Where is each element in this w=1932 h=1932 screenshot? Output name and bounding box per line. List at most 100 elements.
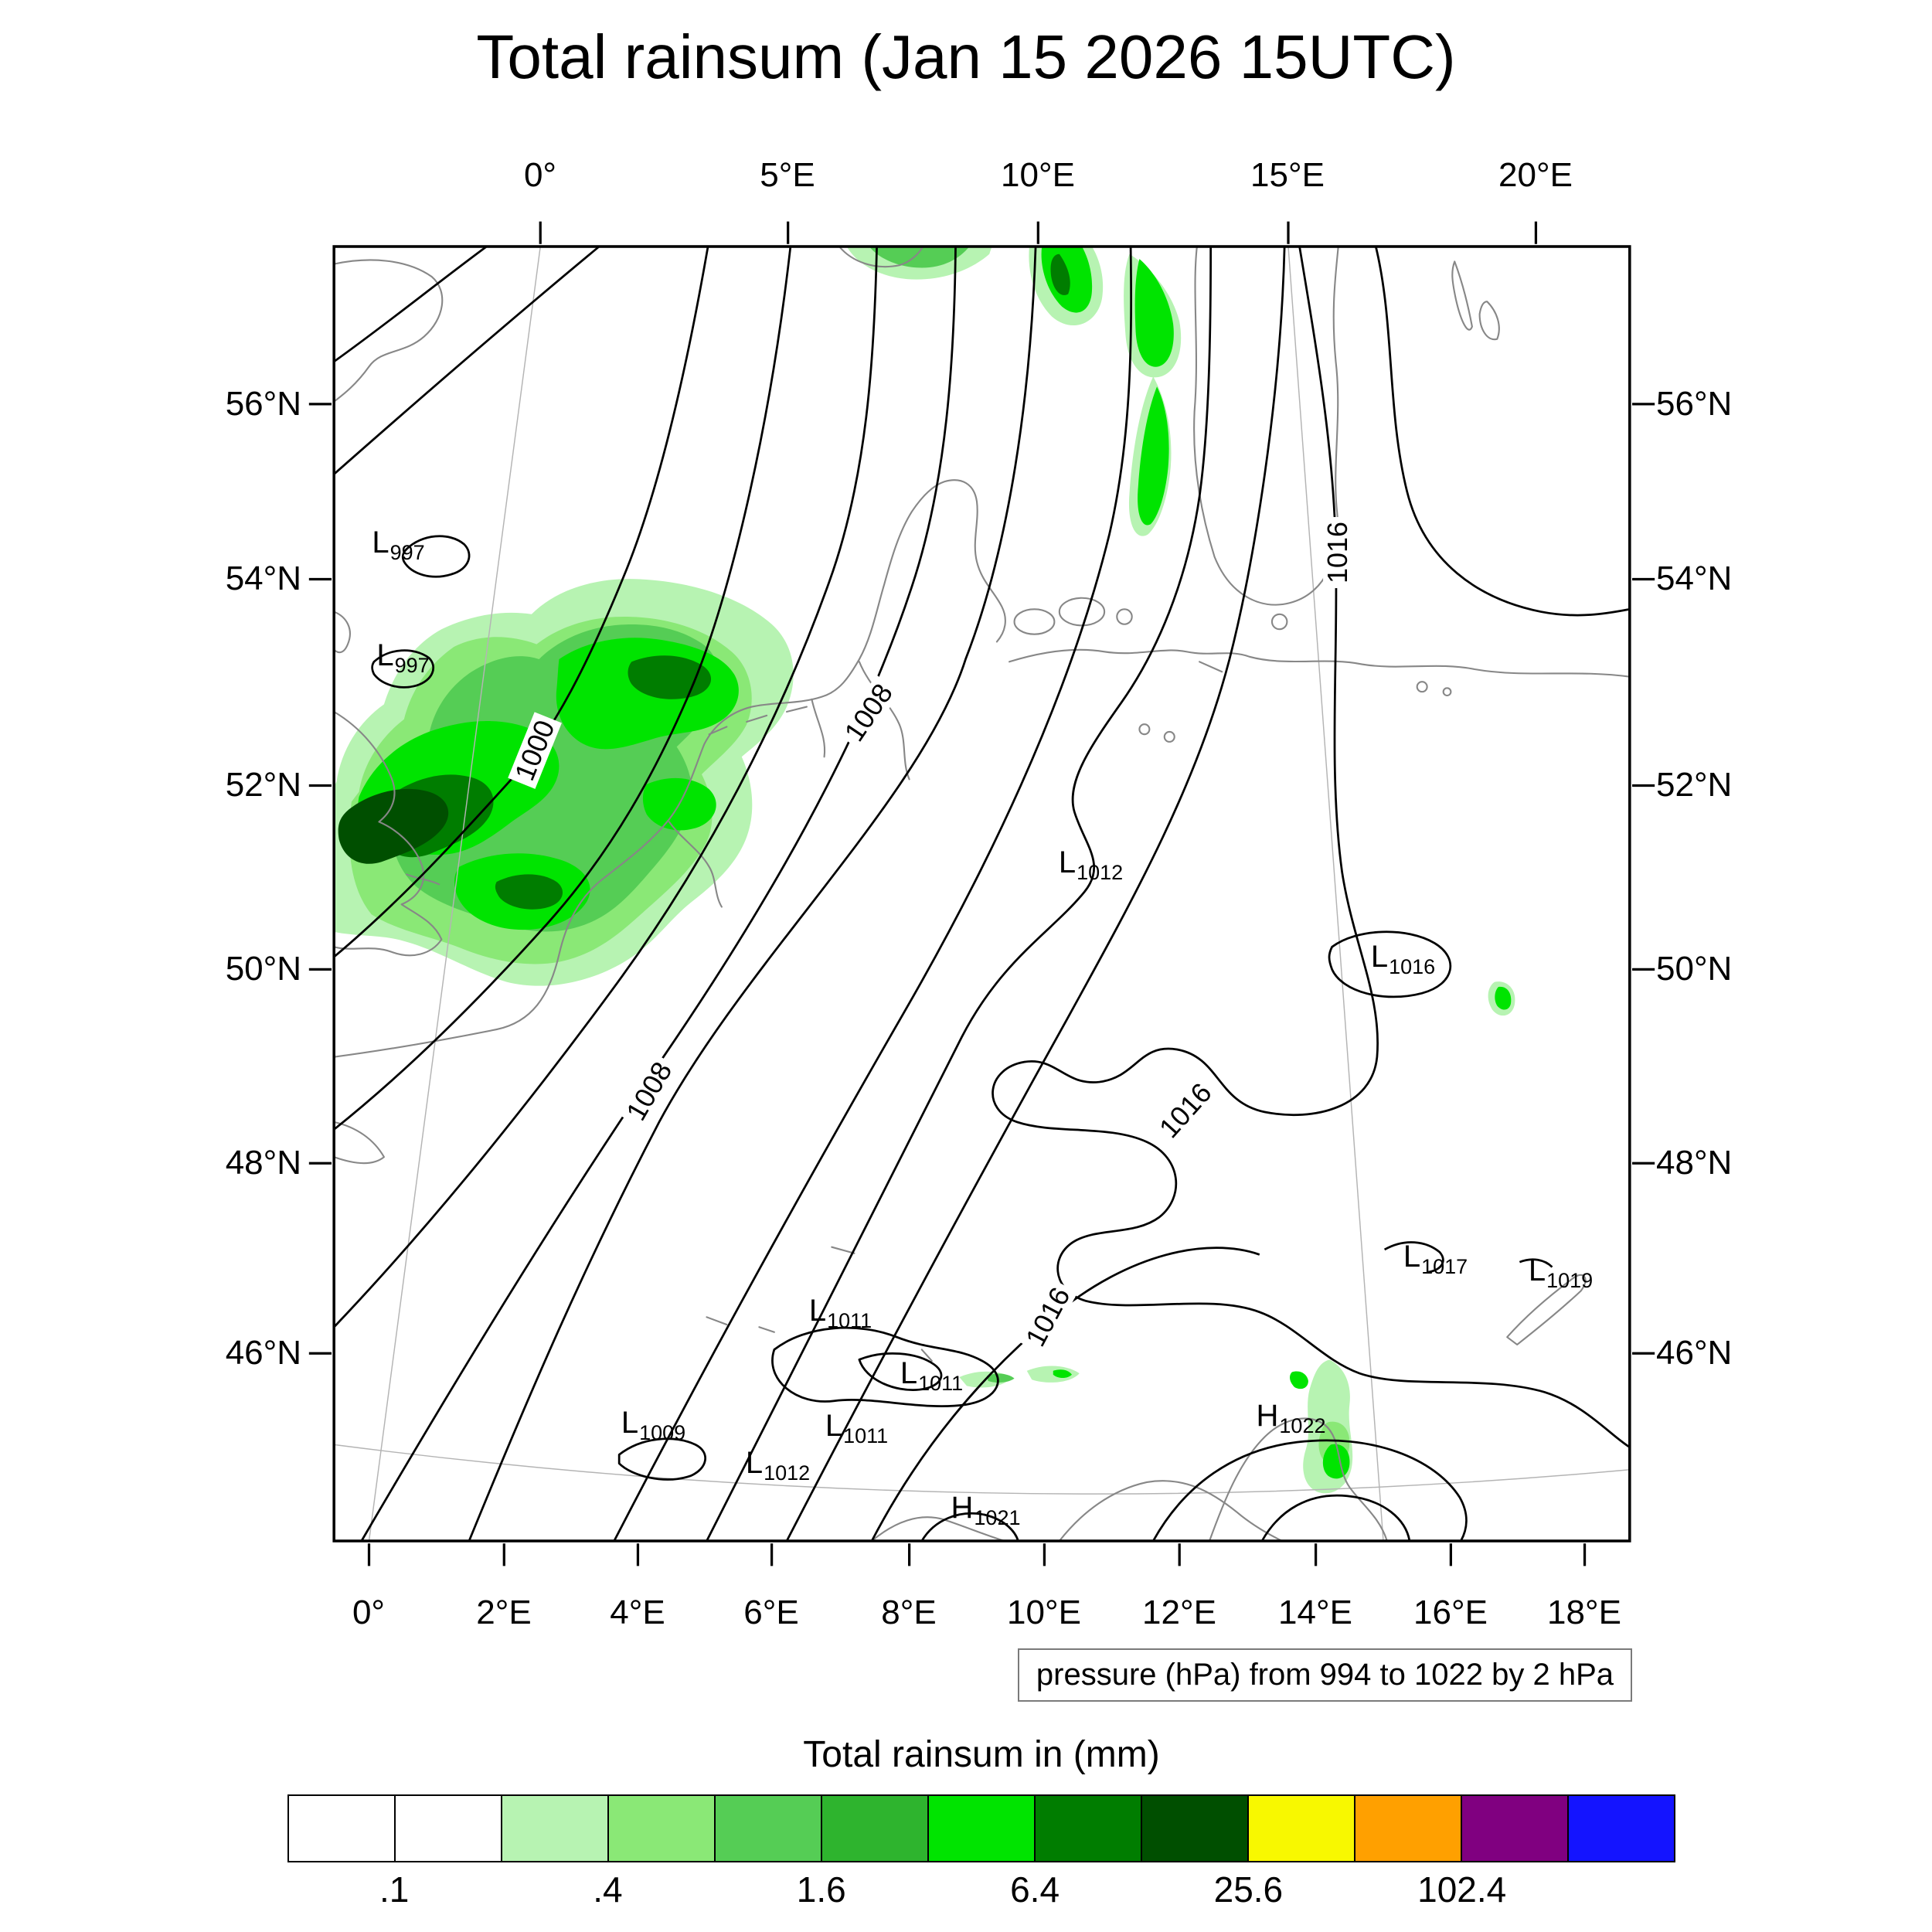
colorbar-tick-label: 102.4: [1417, 1869, 1507, 1910]
axis-label-right: 48°N: [1656, 1144, 1733, 1182]
axis-label-right: 56°N: [1656, 385, 1733, 423]
colorbar-cell: [714, 1796, 821, 1861]
axis-label-bottom: 16°E: [1413, 1594, 1488, 1631]
pressure-center-high: H1022: [1256, 1399, 1326, 1437]
isobars: [333, 245, 1631, 1542]
pressure-center-letter: L: [808, 1294, 827, 1328]
axis-label-bottom: 10°E: [1007, 1594, 1081, 1631]
colorbar-cell: [927, 1796, 1034, 1861]
legend-title: Total rainsum in (mm): [803, 1734, 1160, 1775]
axis-label-bottom: 0°: [352, 1594, 386, 1631]
pressure-center-low: L1012: [745, 1446, 810, 1484]
axis-label-left: 48°N: [225, 1144, 301, 1182]
axis-label-right: 50°N: [1656, 950, 1733, 988]
pressure-center-letter: L: [376, 638, 394, 672]
map-frame: [332, 245, 1631, 1543]
colorbar-cell: [1461, 1796, 1567, 1861]
pressure-center-value: 1017: [1421, 1255, 1468, 1278]
axis-label-top: 0°: [523, 156, 557, 194]
axis-label-top: 5°E: [760, 156, 815, 194]
axis-label-left: 54°N: [225, 560, 301, 597]
meridian-15E: [1287, 246, 1384, 1542]
pressure-center-value: 1011: [843, 1424, 889, 1447]
axis-label-bottom: 2°E: [476, 1594, 532, 1631]
axis-label-left: 56°N: [225, 385, 301, 423]
pressure-center-value: 1022: [1279, 1414, 1326, 1437]
pressure-center-value: 1012: [764, 1461, 811, 1485]
parallel-45N: [334, 1444, 1630, 1495]
colorbar-tick-label: 6.4: [1010, 1869, 1060, 1910]
colorbar-tick-label: 25.6: [1213, 1869, 1284, 1910]
pressure-caption: pressure (hPa) from 994 to 1022 by 2 hPa: [1017, 1648, 1632, 1702]
pressure-center-value: 997: [394, 654, 430, 677]
pressure-center-value: 1011: [827, 1309, 872, 1332]
axis-label-right: 52°N: [1656, 766, 1733, 804]
pressure-center-value: 1019: [1546, 1269, 1594, 1292]
axis-label-top: 15°E: [1250, 156, 1325, 194]
axis-label-bottom: 8°E: [881, 1594, 937, 1631]
colorbar-cell: [1567, 1796, 1674, 1861]
axis-label-left: 52°N: [225, 766, 301, 804]
axis-label-bottom: 6°E: [743, 1594, 799, 1631]
pressure-center-letter: L: [372, 526, 389, 560]
colorbar-cell: [501, 1796, 607, 1861]
pressure-center-low: L997: [372, 526, 424, 563]
colorbar-cell: [1034, 1796, 1141, 1861]
axis-label-top: 20°E: [1498, 156, 1573, 194]
axis-label-bottom: 12°E: [1142, 1594, 1216, 1631]
rain-shading: [334, 247, 1515, 1494]
page-title: Total rainsum (Jan 15 2026 15UTC): [476, 22, 1456, 91]
pressure-center-letter: L: [900, 1356, 918, 1390]
pressure-center-high: H1021: [951, 1492, 1021, 1529]
meridian-0E: [368, 246, 541, 1542]
isobar-label-1016: 1016: [1321, 516, 1353, 589]
pressure-center-low: L1016: [1370, 940, 1435, 978]
colorbar-tick-label: .1: [379, 1869, 410, 1910]
axis-ticks: [308, 221, 1655, 1566]
colorbar-tick-label: 1.6: [796, 1869, 846, 1910]
pressure-center-value: 1016: [1389, 955, 1436, 978]
pressure-center-letter: L: [1058, 845, 1077, 879]
pressure-center-letter: L: [1370, 940, 1389, 974]
graticule: [334, 246, 1630, 1542]
axis-label-left: 46°N: [225, 1334, 301, 1372]
weather-map: [308, 221, 1655, 1566]
pressure-center-letter: L: [745, 1446, 764, 1480]
axis-label-bottom: 18°E: [1547, 1594, 1621, 1631]
colorbar-cell: [394, 1796, 501, 1861]
axis-label-bottom: 14°E: [1278, 1594, 1352, 1631]
pressure-center-low: L1017: [1403, 1240, 1468, 1277]
pressure-center-low: L1012: [1058, 845, 1123, 883]
pressure-center-low: L1019: [1528, 1253, 1593, 1291]
colorbar: [287, 1794, 1675, 1862]
colorbar-cell: [821, 1796, 927, 1861]
axis-label-bottom: 4°E: [610, 1594, 665, 1631]
coastlines: [333, 245, 1631, 1543]
pressure-center-value: 1011: [918, 1372, 964, 1395]
axis-label-left: 50°N: [225, 950, 301, 988]
pressure-center-low: L1011: [808, 1294, 872, 1332]
axis-label-right: 46°N: [1656, 1334, 1733, 1372]
pressure-center-low: L1011: [825, 1409, 888, 1447]
pressure-center-low: L1009: [621, 1406, 685, 1444]
pressure-center-value: 1012: [1077, 861, 1124, 884]
pressure-center-low: L997: [376, 638, 429, 676]
colorbar-cell: [1354, 1796, 1461, 1861]
pressure-center-value: 1021: [974, 1506, 1021, 1529]
pressure-center-letter: L: [621, 1406, 639, 1440]
pressure-center-letter: L: [1528, 1253, 1546, 1287]
colorbar-tick-label: .4: [593, 1869, 623, 1910]
pressure-center-letter: L: [1403, 1240, 1421, 1274]
axis-label-right: 54°N: [1656, 560, 1733, 597]
colorbar-cell: [1247, 1796, 1354, 1861]
axis-label-top: 10°E: [1001, 156, 1075, 194]
pressure-center-letter: H: [1256, 1399, 1279, 1433]
pressure-center-value: 1009: [639, 1421, 686, 1444]
pressure-center-letter: L: [825, 1409, 843, 1443]
pressure-center-value: 997: [389, 541, 425, 564]
pressure-center-low: L1011: [900, 1356, 963, 1394]
colorbar-cell: [1141, 1796, 1247, 1861]
colorbar-labels: .1 .4 1.6 6.4 25.6 102.4: [287, 1869, 1675, 1915]
colorbar-cell: [607, 1796, 714, 1861]
